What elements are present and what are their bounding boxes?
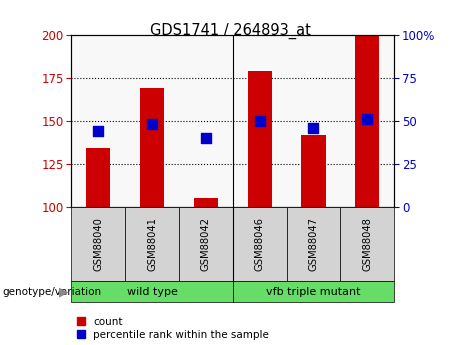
Text: GSM88046: GSM88046 (254, 217, 265, 271)
Bar (194, 198, 218, 207)
Legend: count, percentile rank within the sample: count, percentile rank within the sample (77, 317, 269, 340)
Text: vfb triple mutant: vfb triple mutant (266, 287, 361, 296)
Text: GSM88047: GSM88047 (308, 217, 319, 271)
Text: GSM88040: GSM88040 (93, 217, 103, 271)
Bar (140, 88, 164, 207)
Point (310, 125, 317, 130)
Text: GDS1741 / 264893_at: GDS1741 / 264893_at (150, 22, 311, 39)
Point (256, 118, 263, 124)
Point (95, 128, 102, 134)
Text: ▶: ▶ (59, 285, 68, 298)
Bar (248, 71, 272, 207)
Text: genotype/variation: genotype/variation (2, 287, 101, 296)
Text: wild type: wild type (127, 287, 177, 296)
Bar (355, 36, 379, 207)
Text: GSM88048: GSM88048 (362, 217, 372, 271)
Point (148, 121, 156, 127)
Text: GSM88042: GSM88042 (201, 217, 211, 271)
Bar (301, 135, 325, 207)
Text: GSM88041: GSM88041 (147, 217, 157, 271)
Bar (86, 148, 111, 207)
Point (364, 116, 371, 122)
Point (202, 135, 210, 141)
